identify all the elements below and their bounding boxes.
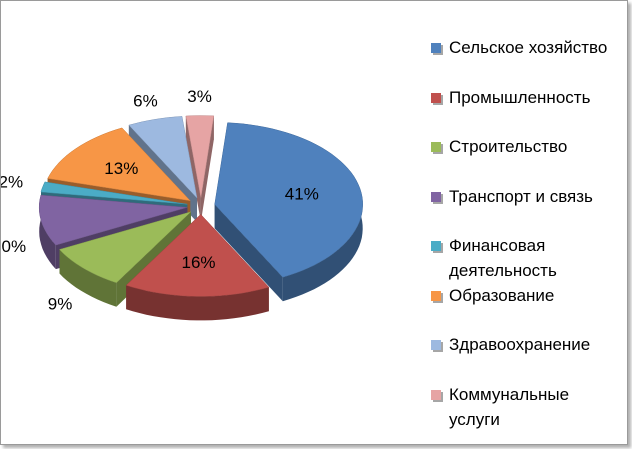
legend-swatch (431, 389, 441, 400)
legend-item: Финансовая деятельность (419, 233, 614, 283)
legend-item: Сельское хозяйство (419, 35, 614, 60)
legend-item: Коммунальные услуги (419, 382, 614, 432)
data-label: 13% (104, 159, 138, 178)
slice (38, 194, 188, 246)
pie-plot: 41% 16% 9% 10% 2% 13% 6% 3% (1, 87, 363, 321)
legend-label: Транспорт и связь (449, 186, 593, 206)
slice (125, 214, 270, 297)
legend-label: Финансовая деятельность (449, 236, 557, 280)
legend-item: Здравоохранение (419, 332, 614, 357)
legend-label: Сельское хозяйство (449, 38, 608, 57)
slice-wall (185, 116, 201, 222)
data-label: 16% (181, 253, 215, 272)
legend-swatch (431, 340, 441, 350)
legend-label: Здравоохранение (449, 335, 591, 354)
slice-wall (214, 204, 283, 302)
data-label: 6% (133, 92, 158, 111)
legend-item: Строительство (419, 134, 614, 159)
slice-wall (39, 195, 56, 270)
legend-swatch (431, 92, 441, 103)
slice (59, 211, 192, 283)
data-label: 10% (1, 237, 26, 256)
legend-label: Коммунальные услуги (449, 384, 570, 429)
legend-item: Образование (419, 283, 614, 308)
slice (128, 116, 198, 199)
legend-swatch (431, 142, 441, 152)
slice (40, 181, 188, 205)
slice-wall (126, 285, 269, 321)
legend-swatch (431, 191, 441, 202)
data-label: 41% (285, 184, 319, 203)
legend-swatch (431, 43, 441, 53)
legend-swatch (431, 290, 441, 301)
legend-swatch (431, 241, 441, 251)
data-label: 9% (48, 294, 73, 313)
legend-item: Транспорт и связь (419, 184, 614, 209)
data-label: 2% (1, 173, 23, 192)
slice-wall (59, 249, 117, 307)
slice-wall (200, 115, 214, 222)
slice (47, 127, 191, 202)
data-label: 3% (187, 87, 212, 106)
legend-label: Образование (449, 285, 555, 305)
slice (185, 115, 215, 198)
slice (214, 122, 363, 278)
legend-label: Строительство (449, 137, 568, 156)
legend-item: Промышленность (419, 85, 614, 110)
legend-label: Промышленность (449, 87, 591, 107)
